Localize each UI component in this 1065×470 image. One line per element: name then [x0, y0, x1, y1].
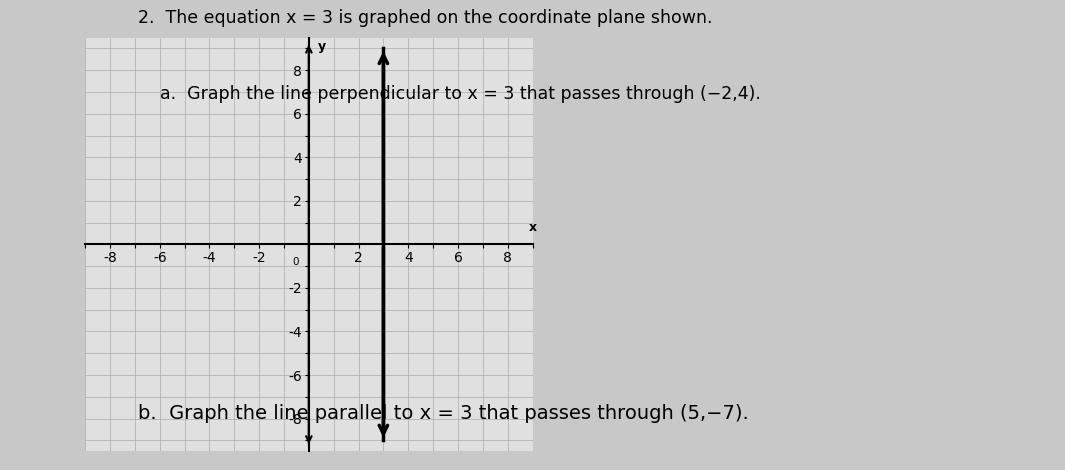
Text: 2.  The equation x = 3 is graphed on the coordinate plane shown.: 2. The equation x = 3 is graphed on the …: [138, 9, 712, 27]
Text: x: x: [528, 220, 537, 234]
Text: 0: 0: [293, 258, 299, 267]
Text: b.  Graph the line parallel to x = 3 that passes through (5,−7).: b. Graph the line parallel to x = 3 that…: [138, 404, 749, 423]
Text: a.  Graph the line perpendicular to x = 3 that passes through (−2,4).: a. Graph the line perpendicular to x = 3…: [138, 85, 761, 102]
Text: y: y: [317, 40, 326, 53]
